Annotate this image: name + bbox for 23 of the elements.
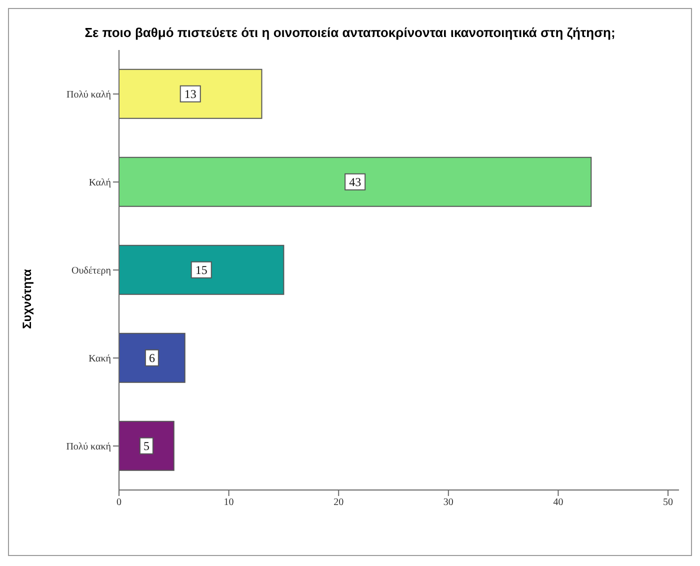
data-label: 13	[184, 86, 196, 101]
y-axis-title: Συχνότητα	[20, 269, 34, 329]
x-tick-label: 50	[663, 497, 674, 508]
y-tick-label: Ουδέτερη	[71, 266, 111, 277]
data-label: 43	[349, 174, 362, 189]
y-tick-label: Κακή	[88, 354, 111, 365]
chart-title: Σε ποιο βαθμό πιστεύετε ότι η οινοποιεία ανταποκρίνονται ικανοποιητικά στη ζήτηση;	[84, 24, 616, 40]
data-label: 5	[143, 438, 150, 453]
x-tick-label: 0	[116, 497, 122, 508]
x-tick-label: 20	[334, 497, 344, 508]
y-tick-label: Πολύ κακή	[66, 442, 111, 453]
x-tick-label: 40	[553, 497, 564, 508]
bar	[119, 68, 262, 119]
bar	[119, 420, 174, 471]
x-tick-label: 30	[443, 497, 454, 508]
bar	[119, 156, 592, 207]
bar	[119, 244, 284, 295]
x-tick-label: 10	[224, 497, 234, 508]
y-tick-label: Καλή	[88, 178, 111, 189]
data-label: 6	[148, 350, 155, 365]
data-label: 15	[195, 262, 208, 277]
bar	[119, 332, 186, 383]
y-tick-label: Πολύ καλή	[66, 90, 111, 101]
